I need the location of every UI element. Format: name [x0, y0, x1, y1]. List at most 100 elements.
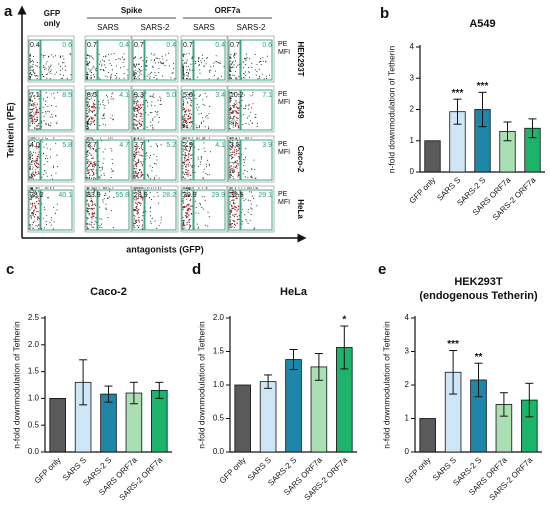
event-dot	[256, 63, 258, 66]
event-dot	[102, 162, 104, 164]
event-dot	[183, 126, 185, 128]
event-dot	[150, 121, 152, 123]
gate	[132, 89, 145, 131]
event-dot	[87, 170, 89, 172]
event-dot	[86, 125, 88, 127]
event-dot	[187, 173, 189, 176]
event-dot	[47, 157, 49, 159]
event-dot	[241, 194, 243, 196]
event-dot	[188, 224, 190, 226]
event-dot	[134, 163, 137, 166]
event-dot	[45, 92, 47, 94]
event-dot	[229, 112, 231, 114]
event-dot	[145, 65, 147, 67]
event-dot	[133, 208, 135, 210]
event-dot	[184, 125, 186, 127]
event-dot	[29, 165, 31, 167]
mfi-value: 29.1	[258, 192, 272, 199]
mfi-value: 2.9	[183, 142, 193, 149]
event-dot	[182, 162, 184, 164]
event-dot	[37, 108, 39, 110]
event-dot	[119, 58, 121, 60]
event-dot	[158, 187, 160, 189]
event-dot	[154, 162, 156, 165]
event-dot	[238, 158, 240, 160]
event-dot	[94, 163, 96, 165]
event-dot	[33, 216, 36, 218]
event-dot	[184, 137, 186, 139]
event-dot	[141, 224, 144, 226]
column-header: only	[44, 19, 61, 28]
event-dot	[110, 148, 112, 150]
event-dot	[187, 145, 189, 147]
event-dot	[46, 96, 49, 98]
event-dot	[134, 199, 136, 201]
event-dot	[235, 213, 237, 215]
event-dot	[133, 115, 135, 117]
event-dot	[33, 174, 35, 176]
event-dot	[133, 225, 135, 227]
event-dot	[153, 54, 155, 56]
event-dot	[184, 96, 186, 98]
event-dot	[233, 166, 235, 168]
event-dot	[41, 228, 43, 230]
event-dot	[188, 78, 190, 80]
event-dot	[231, 153, 233, 155]
event-dot	[136, 175, 139, 177]
event-dot	[168, 52, 170, 54]
event-dot	[31, 108, 33, 111]
event-dot	[32, 194, 34, 197]
event-dot	[237, 125, 240, 127]
event-dot	[87, 119, 89, 121]
event-dot	[213, 75, 215, 77]
event-dot	[201, 207, 203, 209]
event-dot	[43, 206, 45, 208]
event-dot	[35, 161, 37, 164]
event-dot	[56, 166, 59, 168]
event-dot	[103, 70, 105, 72]
event-dot	[87, 217, 89, 219]
event-dot	[56, 121, 58, 123]
event-dot	[90, 141, 92, 143]
event-dot	[88, 123, 90, 125]
event-dot	[139, 107, 142, 110]
event-dot	[251, 175, 253, 177]
event-dot	[29, 198, 31, 200]
event-dot	[189, 199, 191, 202]
event-dot	[101, 227, 103, 229]
event-dot	[53, 207, 55, 209]
event-dot	[37, 171, 39, 173]
event-dot	[255, 113, 257, 115]
event-dot	[139, 70, 142, 72]
event-dot	[232, 74, 234, 76]
event-dot	[45, 68, 47, 70]
row-label: Caco-2	[296, 146, 305, 173]
event-dot	[108, 137, 110, 139]
event-dot	[137, 212, 139, 214]
mfi-value: 4.0	[30, 142, 40, 149]
event-dot	[64, 69, 66, 72]
event-dot	[182, 69, 184, 71]
event-dot	[87, 154, 89, 156]
event-dot	[51, 178, 53, 180]
event-dot	[229, 110, 231, 112]
event-dot	[235, 144, 237, 146]
event-dot	[190, 142, 192, 144]
event-dot	[48, 66, 50, 68]
event-dot	[103, 194, 105, 197]
y-tick-label: 1.5	[28, 367, 40, 376]
event-dot	[158, 68, 160, 70]
event-dot	[133, 192, 135, 194]
event-dot	[229, 108, 231, 111]
event-dot	[140, 176, 142, 178]
event-dot	[235, 101, 237, 103]
event-dot	[256, 205, 258, 207]
event-dot	[46, 61, 48, 63]
event-dot	[237, 218, 239, 221]
event-dot	[92, 172, 95, 175]
event-dot	[86, 73, 88, 75]
event-dot	[91, 200, 93, 202]
event-dot	[141, 155, 143, 157]
event-dot	[183, 159, 185, 161]
event-dot	[256, 71, 258, 73]
